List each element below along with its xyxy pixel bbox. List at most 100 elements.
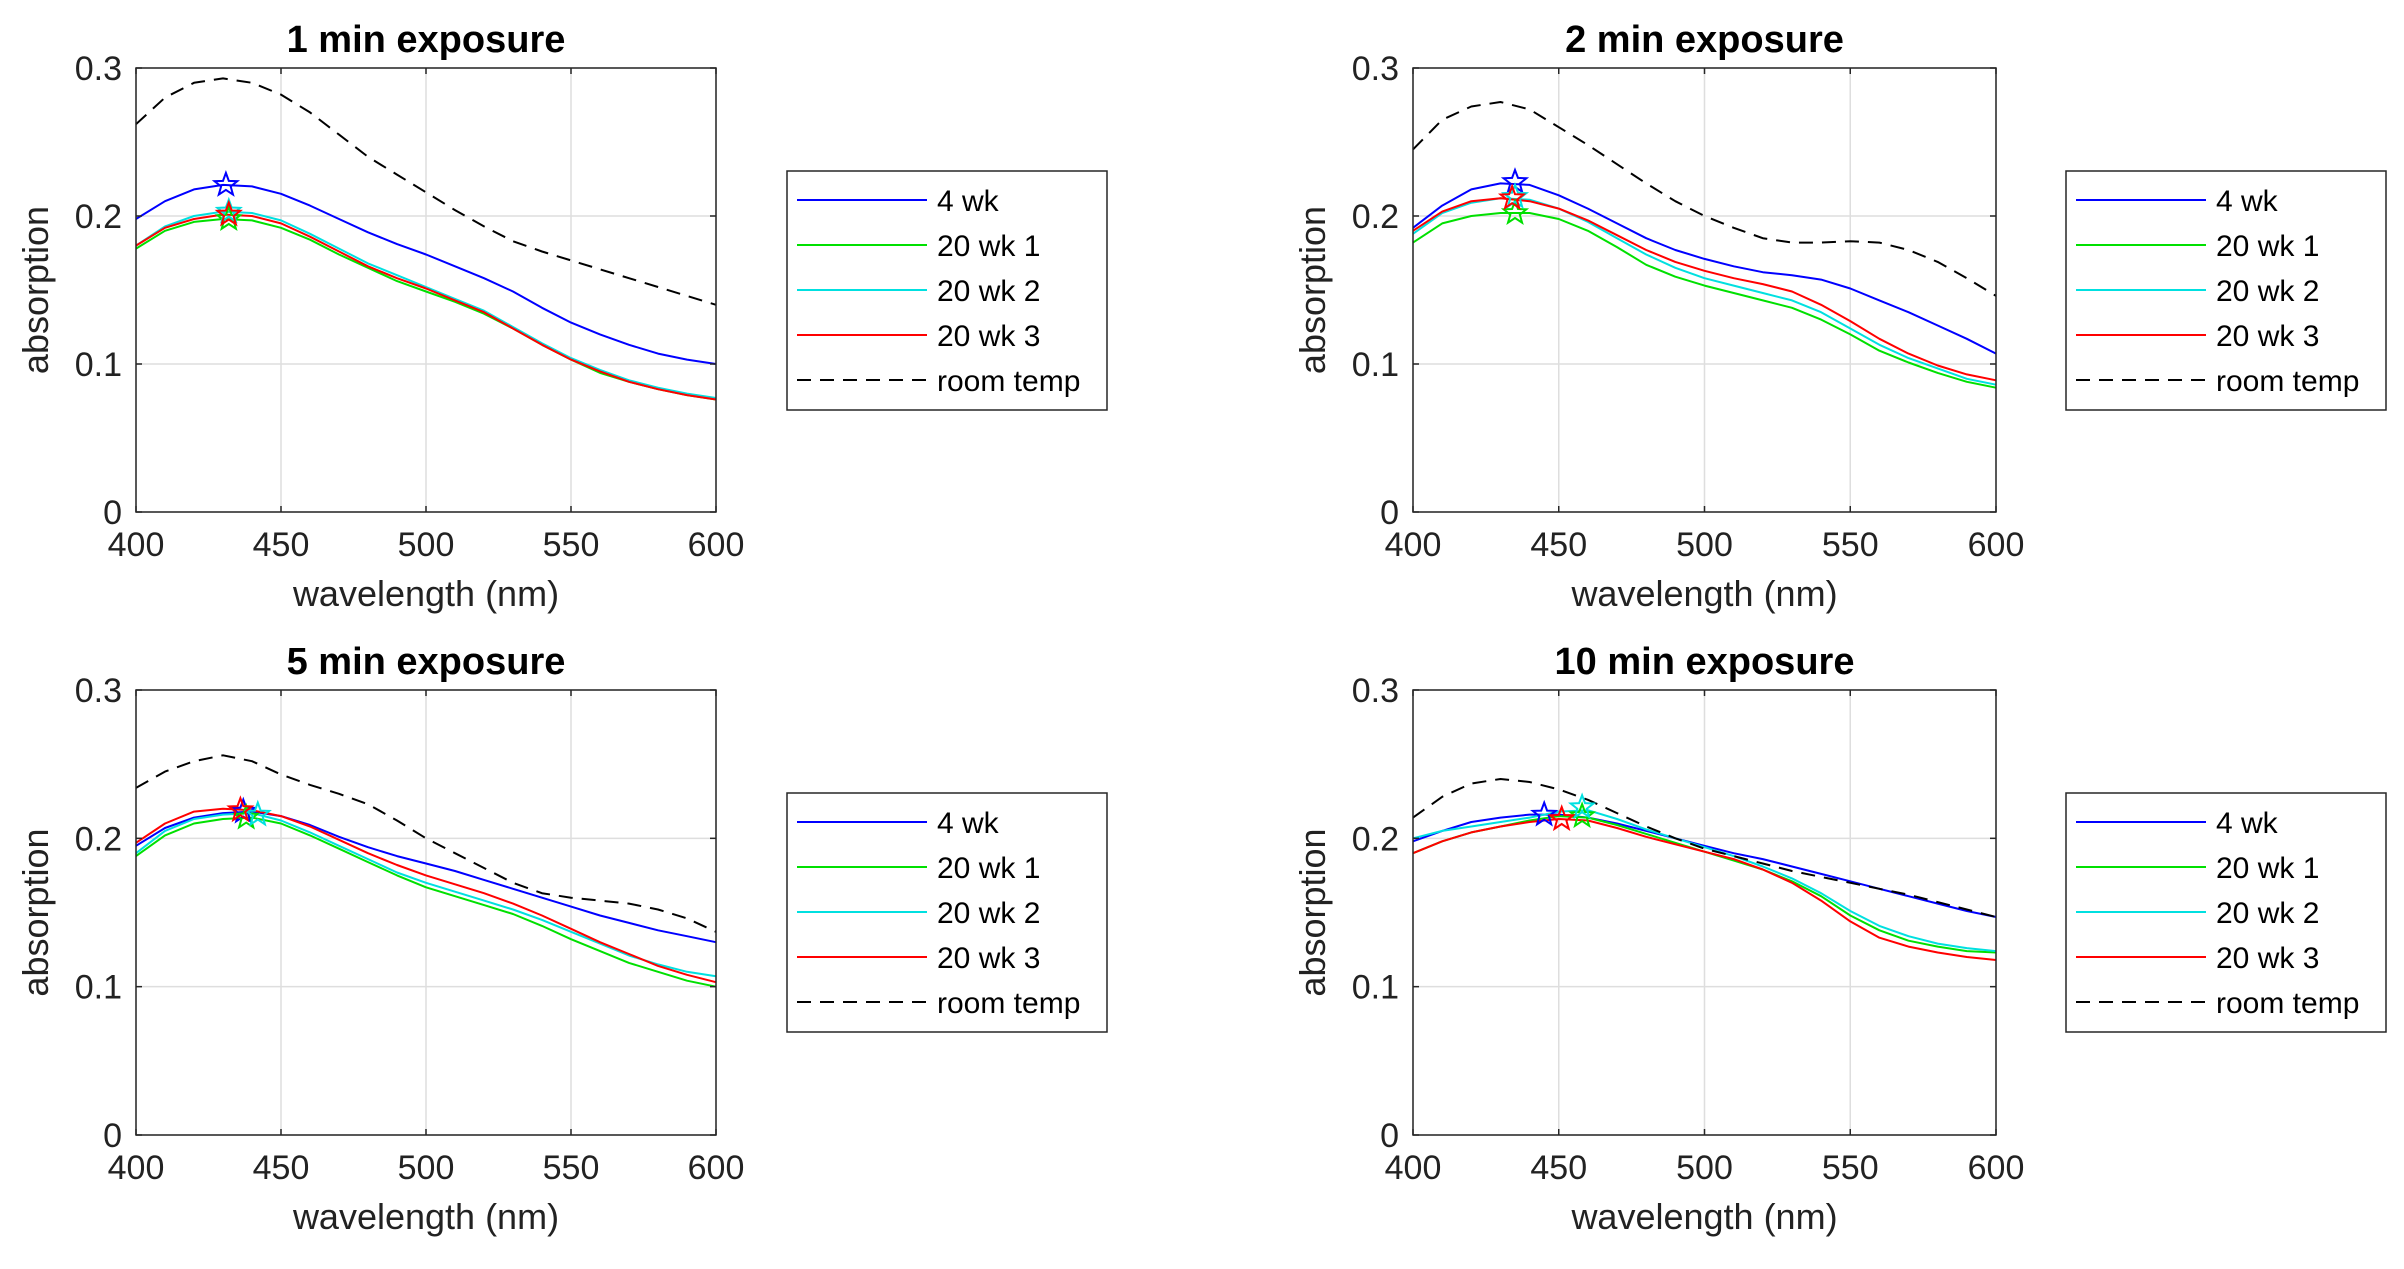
peak-marker: [1500, 198, 1530, 226]
legend: 4 wk 20 wk 1 20 wk 2 20 wk 3 room temp: [2065, 792, 2387, 1033]
y-tick-label: 0.1: [1352, 346, 1399, 384]
peak-marker: [1567, 792, 1597, 820]
x-tick-label: 550: [1822, 526, 1879, 564]
x-tick-label: 400: [108, 526, 165, 564]
panel-title: 10 min exposure: [1555, 641, 1855, 683]
series-line: [135, 210, 717, 399]
panel-title: 2 min exposure: [1565, 19, 1844, 61]
legend-label: 20 wk 1: [2216, 230, 2319, 263]
peak-marker: [214, 204, 243, 232]
legend-label: 4 wk: [2216, 807, 2279, 840]
legend-label: 20 wk 2: [2216, 275, 2319, 308]
legend-label: 20 wk 3: [2216, 942, 2319, 975]
y-tick-label: 0.1: [1352, 969, 1399, 1007]
peak-marker: [214, 196, 243, 224]
peak-marker: [211, 169, 241, 197]
y-axis-label: absorption: [15, 828, 56, 996]
x-tick-label: 450: [1530, 526, 1587, 564]
x-axis-label: wavelength (nm): [292, 573, 559, 614]
y-tick-label: 0: [1380, 494, 1399, 532]
x-tick-label: 500: [1676, 526, 1733, 564]
peak-marker: [1497, 183, 1527, 211]
panel-2min: 2 min exposure wavelength (nm) absorptio…: [1292, 19, 2387, 614]
y-tick-label: 0.2: [1352, 820, 1399, 858]
legend: 4 wk 20 wk 1 20 wk 2 20 wk 3 room temp: [786, 170, 1108, 411]
legend-label: 20 wk 1: [2216, 852, 2319, 885]
x-tick-label: 500: [398, 526, 455, 564]
x-tick-label: 550: [1822, 1149, 1879, 1187]
panel-title: 1 min exposure: [287, 19, 566, 61]
legend-label: 20 wk 1: [937, 852, 1040, 885]
y-tick-label: 0.1: [75, 346, 122, 384]
panel-title: 5 min exposure: [287, 641, 566, 683]
y-tick-label: 0.2: [1352, 198, 1399, 236]
y-tick-label: 0.3: [1352, 50, 1399, 88]
series-line: [1412, 212, 1997, 389]
x-tick-label: 500: [398, 1149, 455, 1187]
series-line: [1412, 818, 1997, 961]
x-tick-label: 550: [543, 1149, 600, 1187]
legend-label: room temp: [937, 987, 1080, 1020]
x-axis-label: wavelength (nm): [292, 1196, 559, 1237]
legend-label: 20 wk 3: [937, 320, 1040, 353]
panel-10min: 10 min exposure wavelength (nm) absorpti…: [1292, 641, 2387, 1237]
y-tick-label: 0.2: [75, 820, 122, 858]
peak-marker: [1530, 799, 1559, 827]
y-axis-label: absorption: [15, 206, 56, 374]
series-line: [135, 812, 717, 978]
series-line: [135, 754, 717, 933]
peak-marker: [1547, 804, 1576, 832]
legend-label: room temp: [937, 365, 1080, 398]
legend-label: 20 wk 3: [937, 942, 1040, 975]
legend-label: room temp: [2216, 365, 2359, 398]
panel-1min: 1 min exposure wavelength (nm) absorptio…: [15, 19, 1108, 614]
x-tick-label: 500: [1676, 1149, 1733, 1187]
y-tick-label: 0.3: [75, 50, 122, 88]
panel-5min: 5 min exposure wavelength (nm) absorptio…: [15, 641, 1108, 1237]
x-tick-label: 550: [543, 526, 600, 564]
x-tick-label: 600: [1968, 526, 2025, 564]
peak-marker: [243, 799, 272, 827]
x-tick-label: 400: [1385, 1149, 1442, 1187]
y-axis-label: absorption: [1292, 206, 1333, 374]
y-axis-label: absorption: [1292, 828, 1333, 996]
series-line: [1412, 101, 1997, 297]
legend-label: 20 wk 1: [937, 230, 1040, 263]
legend-label: 4 wk: [2216, 185, 2279, 218]
legend-label: 4 wk: [937, 185, 1000, 218]
x-tick-label: 450: [253, 526, 310, 564]
legend-label: 20 wk 2: [937, 897, 1040, 930]
x-axis-label: wavelength (nm): [1570, 573, 1837, 614]
legend-label: 20 wk 3: [2216, 320, 2319, 353]
legend-label: 4 wk: [937, 807, 1000, 840]
legend-label: room temp: [2216, 987, 2359, 1020]
peak-marker: [226, 795, 255, 823]
x-tick-label: 450: [1530, 1149, 1587, 1187]
legend: 4 wk 20 wk 1 20 wk 2 20 wk 3 room temp: [786, 792, 1108, 1033]
y-tick-label: 0: [103, 1117, 122, 1155]
x-tick-label: 600: [1968, 1149, 2025, 1187]
series-line: [135, 810, 717, 944]
y-tick-label: 0.3: [1352, 672, 1399, 710]
x-axis-label: wavelength (nm): [1570, 1196, 1837, 1237]
y-tick-label: 0.2: [75, 198, 122, 236]
y-tick-label: 0: [1380, 1117, 1399, 1155]
y-tick-label: 0.3: [75, 672, 122, 710]
series-line: [1412, 778, 1997, 918]
x-tick-label: 400: [108, 1149, 165, 1187]
y-tick-label: 0.1: [75, 969, 122, 1007]
peak-marker: [214, 199, 243, 227]
y-tick-label: 0: [103, 494, 122, 532]
peak-marker: [1567, 801, 1597, 829]
x-tick-label: 600: [688, 1149, 745, 1187]
peak-marker: [232, 802, 261, 830]
x-tick-label: 450: [253, 1149, 310, 1187]
legend-label: 20 wk 2: [2216, 897, 2319, 930]
legend: 4 wk 20 wk 1 20 wk 2 20 wk 3 room temp: [2065, 170, 2387, 411]
legend-label: 20 wk 2: [937, 275, 1040, 308]
x-tick-label: 400: [1385, 526, 1442, 564]
x-tick-label: 600: [688, 526, 745, 564]
series-line: [1412, 809, 1997, 953]
peak-marker: [1500, 181, 1530, 209]
